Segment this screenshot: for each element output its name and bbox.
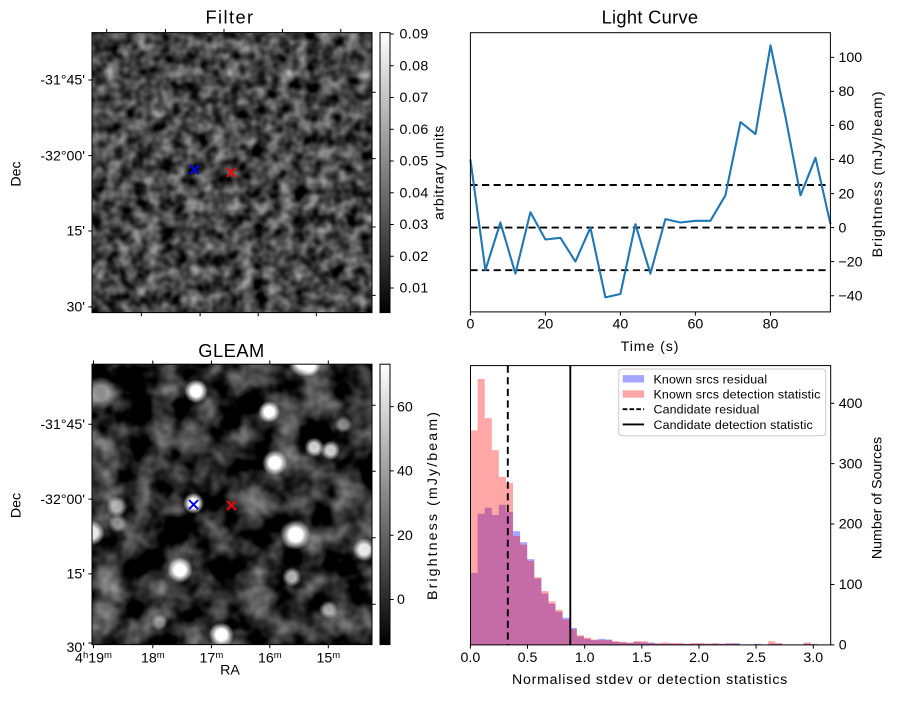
svg-text:Candidate residual: Candidate residual: [654, 403, 760, 417]
svg-text:Candidate detection statistic: Candidate detection statistic: [654, 418, 813, 432]
svg-text:60: 60: [688, 317, 704, 333]
svg-text:80: 80: [839, 84, 855, 100]
svg-text:200: 200: [839, 517, 863, 533]
svg-text:0.06: 0.06: [400, 122, 429, 138]
svg-text:0: 0: [839, 638, 847, 654]
svg-text:30': 30': [67, 640, 86, 656]
svg-text:2.5: 2.5: [746, 650, 766, 666]
svg-text:arbitrary units: arbitrary units: [432, 125, 448, 220]
svg-text:0.07: 0.07: [400, 90, 429, 106]
svg-text:0: 0: [466, 317, 474, 333]
svg-text:100: 100: [839, 50, 863, 66]
svg-text:60: 60: [839, 118, 855, 134]
svg-text:0.03: 0.03: [400, 217, 429, 233]
svg-text:0.0: 0.0: [461, 650, 481, 666]
svg-text:Brightness (mJy/beam): Brightness (mJy/beam): [870, 91, 886, 258]
svg-text:RA: RA: [220, 663, 240, 679]
svg-text:20: 20: [397, 528, 413, 544]
svg-text:0.05: 0.05: [400, 154, 429, 170]
svg-text:Time (s): Time (s): [621, 339, 680, 355]
svg-text:1.5: 1.5: [632, 650, 652, 666]
svg-text:0: 0: [397, 592, 405, 608]
svg-text:−20: −20: [839, 254, 863, 270]
svg-text:20: 20: [839, 186, 855, 202]
svg-text:Brightness (mJy/beam): Brightness (mJy/beam): [425, 410, 441, 600]
svg-text:−40: −40: [839, 288, 863, 304]
svg-text:1.0: 1.0: [575, 650, 595, 666]
svg-text:Light Curve: Light Curve: [602, 7, 699, 28]
svg-text:40: 40: [613, 317, 629, 333]
svg-text:40: 40: [397, 464, 413, 480]
svg-text:Normalised stdev or detection: Normalised stdev or detection statistics: [512, 672, 788, 688]
svg-text:0.01: 0.01: [400, 281, 429, 297]
svg-text:Known srcs detection statistic: Known srcs detection statistic: [654, 388, 821, 402]
svg-text:-32°00': -32°00': [40, 492, 85, 508]
svg-text:Filter: Filter: [205, 7, 254, 28]
svg-text:0.04: 0.04: [400, 185, 429, 201]
svg-text:Known srcs residual: Known srcs residual: [654, 372, 768, 386]
svg-text:15': 15': [67, 224, 86, 240]
svg-text:-31°45': -31°45': [40, 417, 85, 433]
svg-text:0.02: 0.02: [400, 249, 429, 265]
svg-text:0.09: 0.09: [400, 27, 429, 43]
svg-text:100: 100: [839, 577, 863, 593]
svg-text:Dec: Dec: [9, 161, 25, 186]
svg-text:300: 300: [839, 456, 863, 472]
svg-text:Dec: Dec: [9, 493, 25, 518]
svg-text:80: 80: [763, 317, 779, 333]
svg-text:Number of Sources: Number of Sources: [870, 437, 886, 559]
svg-text:-31°45': -31°45': [40, 73, 85, 89]
svg-text:20: 20: [538, 317, 554, 333]
svg-text:0: 0: [839, 220, 847, 236]
svg-text:3.0: 3.0: [803, 650, 823, 666]
svg-text:GLEAM: GLEAM: [198, 340, 265, 361]
svg-text:-32°00': -32°00': [40, 148, 85, 164]
svg-text:0.5: 0.5: [518, 650, 538, 666]
svg-text:30': 30': [67, 300, 86, 316]
svg-text:40: 40: [839, 152, 855, 168]
svg-text:15': 15': [67, 567, 86, 583]
svg-text:0.08: 0.08: [400, 59, 429, 75]
svg-text:4h19m: 4h19m: [75, 650, 112, 667]
svg-text:2.0: 2.0: [689, 650, 709, 666]
svg-text:400: 400: [839, 396, 863, 412]
svg-text:60: 60: [397, 399, 413, 415]
